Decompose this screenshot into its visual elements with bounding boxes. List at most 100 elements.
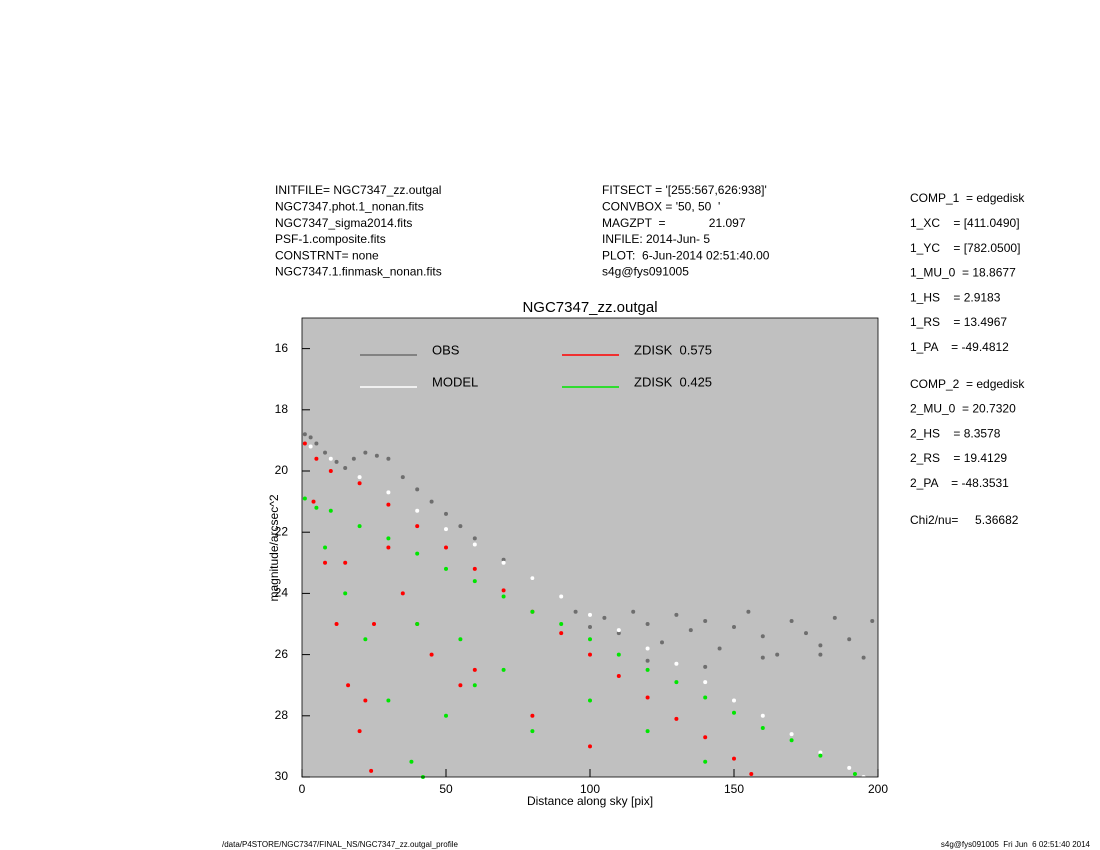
x-tick-label: 50 <box>439 782 453 796</box>
header-line: CONVBOX = '50, 50 ' <box>602 199 720 213</box>
point <box>616 631 621 636</box>
point <box>415 622 420 626</box>
point <box>444 713 448 718</box>
point <box>400 591 405 596</box>
series <box>302 496 857 779</box>
point <box>852 771 857 776</box>
point <box>472 536 477 541</box>
point <box>760 655 765 660</box>
point <box>314 505 319 510</box>
header-line: PLOT: 6-Jun-2014 02:51:40.00 <box>602 248 770 262</box>
point <box>732 625 736 630</box>
parameter-line: 2_RS = 19.4129 <box>910 451 1007 465</box>
point <box>472 579 477 584</box>
point <box>832 615 837 620</box>
point <box>501 557 506 562</box>
point <box>343 560 348 565</box>
point <box>703 664 708 669</box>
header-line: INITFILE= NGC7347_zz.outgal <box>275 183 441 197</box>
y-tick-label: 24 <box>275 586 289 600</box>
point <box>400 475 405 480</box>
point <box>409 759 414 764</box>
header-line: NGC7347_sigma2014.fits <box>275 216 412 230</box>
point <box>602 615 607 620</box>
parameter-line: 2_PA = -48.3531 <box>910 476 1009 490</box>
point <box>323 545 328 550</box>
point <box>374 453 379 458</box>
point <box>415 508 420 513</box>
point <box>847 765 852 770</box>
point <box>847 637 852 642</box>
point <box>323 560 328 565</box>
point <box>717 646 722 651</box>
point <box>631 609 636 614</box>
point <box>559 622 564 626</box>
parameter-line: 2_MU_0 = 20.7320 <box>910 402 1016 416</box>
point <box>357 481 362 486</box>
parameter-line: COMP_1 = edgedisk <box>910 191 1025 205</box>
point <box>674 612 679 617</box>
point <box>328 469 333 473</box>
legend-label: OBS <box>432 342 460 357</box>
point <box>645 729 650 734</box>
point <box>372 622 376 626</box>
point <box>588 652 592 657</box>
point <box>343 465 348 470</box>
point <box>616 674 621 679</box>
x-axis-label: Distance along sky [pix] <box>527 794 653 808</box>
chart-title: NGC7347_zz.outgal <box>522 299 657 316</box>
footer-right: s4g@fys091005 Fri Jun 6 02:51:40 2014 <box>941 840 1091 849</box>
point <box>645 695 650 700</box>
point <box>645 622 650 626</box>
y-tick-label: 28 <box>275 708 289 722</box>
point <box>444 511 448 516</box>
point <box>415 551 420 556</box>
point <box>334 622 339 626</box>
point <box>444 527 448 532</box>
series <box>308 444 866 779</box>
point <box>703 695 708 700</box>
point <box>746 609 751 614</box>
point <box>314 456 319 461</box>
plot-frame <box>301 317 879 778</box>
point <box>588 637 592 642</box>
point <box>357 475 362 480</box>
point <box>870 618 875 623</box>
point <box>818 750 823 755</box>
point <box>588 612 592 617</box>
point <box>386 456 391 461</box>
point <box>559 594 564 599</box>
point <box>458 683 463 688</box>
header-line: CONSTRNT= none <box>275 248 379 262</box>
point <box>386 536 391 541</box>
parameter-line: 1_YC = [782.0500] <box>910 241 1020 255</box>
footer-left: /data/P4STORE/NGC7347/FINAL_NS/NGC7347_z… <box>222 840 459 849</box>
parameter-line: Chi2/nu= 5.36682 <box>910 513 1019 527</box>
y-axis-label: magnitude/arcsec^2 <box>267 494 281 601</box>
header-line: s4g@fys091005 <box>602 265 689 279</box>
point <box>559 631 564 636</box>
header-line: NGC7347.1.finmask_nonan.fits <box>275 265 442 279</box>
point <box>472 683 477 688</box>
point <box>343 591 348 596</box>
point <box>323 450 328 455</box>
legend-label: ZDISK 0.425 <box>634 374 712 389</box>
parameter-line: 1_PA = -49.4812 <box>910 340 1009 354</box>
point <box>386 490 391 495</box>
point <box>818 643 823 648</box>
point <box>458 524 463 529</box>
header-line: MAGZPT = 21.097 <box>602 216 746 230</box>
point <box>645 667 650 672</box>
point <box>363 450 368 455</box>
point <box>818 652 823 657</box>
parameter-line: COMP_2 = edgedisk <box>910 377 1025 391</box>
point <box>703 618 708 623</box>
point <box>302 432 307 437</box>
y-tick-label: 22 <box>275 524 289 538</box>
point <box>861 655 866 660</box>
point <box>760 634 765 639</box>
point <box>311 499 316 504</box>
point <box>616 628 621 633</box>
header-line: PSF-1.composite.fits <box>275 232 386 246</box>
